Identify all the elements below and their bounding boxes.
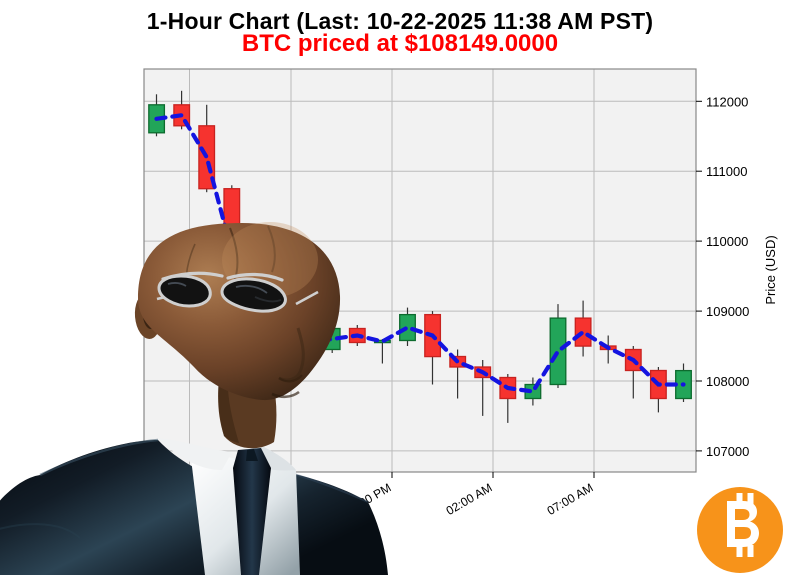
svg-text:Price (USD): Price (USD)	[763, 235, 778, 304]
svg-text:02:00 AM: 02:00 AM	[444, 480, 495, 517]
svg-text:109000: 109000	[706, 304, 749, 319]
svg-text:108000: 108000	[706, 374, 749, 389]
svg-text:107000: 107000	[706, 444, 749, 459]
svg-text:111000: 111000	[706, 164, 747, 179]
svg-text:112000: 112000	[706, 94, 748, 109]
svg-text:110000: 110000	[706, 234, 748, 249]
svg-text:07:00 AM: 07:00 AM	[545, 480, 596, 517]
